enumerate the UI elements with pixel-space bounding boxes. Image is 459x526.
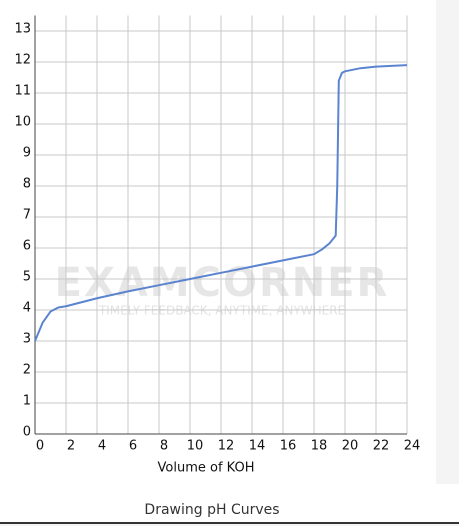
y-tick-label: 7 [23,208,31,223]
x-tick-label: 20 [342,439,359,454]
watermark: EXAMCORNER [55,260,390,306]
x-tick-label: 22 [373,439,390,454]
x-tick-label: 6 [129,439,137,454]
x-tick-label: 14 [249,439,266,454]
y-tick-label: 10 [14,115,31,130]
x-tick-label: 16 [280,439,297,454]
y-tick-label: 3 [23,332,31,347]
x-tick-label: 0 [36,439,44,454]
y-tick-label: 4 [23,301,31,316]
caption-panel [0,484,459,522]
x-tick-label: 18 [311,439,328,454]
x-tick-label: 2 [67,439,75,454]
y-tick-label: 6 [23,239,31,254]
y-tick-label: 8 [23,177,31,192]
y-tick-label: 11 [14,84,31,99]
y-tick-label: 0 [23,425,31,440]
x-tick-label: 24 [404,439,421,454]
x-axis-label: Volume of KOH [158,461,255,476]
x-tick-label: 4 [98,439,106,454]
y-tick-label: 2 [23,363,31,378]
y-tick-label: 1 [23,394,31,409]
chart-panel [0,0,436,484]
x-tick-label: 8 [160,439,168,454]
y-tick-label: 13 [14,22,31,37]
y-tick-label: 9 [23,146,31,161]
y-tick-label: 12 [14,53,31,68]
y-tick-label: 5 [23,270,31,285]
x-tick-label: 12 [218,439,235,454]
x-tick-label: 10 [187,439,204,454]
caption: Drawing pH Curves [144,502,279,518]
data-line [34,64,408,342]
